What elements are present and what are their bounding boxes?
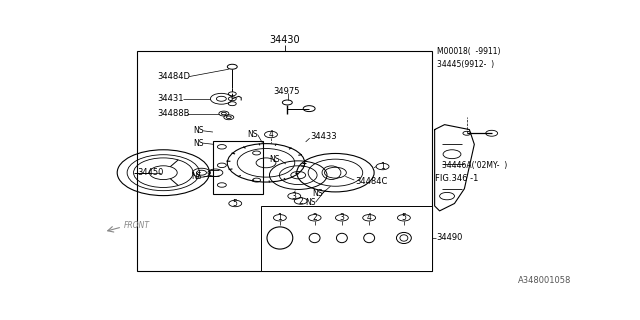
Text: 34433: 34433 — [310, 132, 337, 141]
Text: 34431: 34431 — [157, 94, 184, 103]
Text: 34484C: 34484C — [355, 177, 388, 186]
Text: 4: 4 — [269, 130, 273, 139]
Text: 3: 3 — [339, 213, 344, 222]
Text: 1: 1 — [380, 162, 385, 171]
Text: NS: NS — [193, 126, 204, 135]
Text: 34446A('02MY-  ): 34446A('02MY- ) — [442, 161, 508, 170]
Bar — [137, 51, 432, 271]
Bar — [261, 206, 432, 271]
Text: NS: NS — [193, 139, 204, 148]
Text: 5: 5 — [401, 213, 406, 222]
Text: 4: 4 — [367, 213, 372, 222]
Text: 34445(9912-  ): 34445(9912- ) — [437, 60, 494, 69]
Text: 2: 2 — [312, 213, 317, 222]
Text: 5: 5 — [233, 199, 237, 208]
Text: 34430: 34430 — [269, 35, 300, 44]
Bar — [213, 141, 262, 194]
Text: FRONT: FRONT — [124, 221, 150, 230]
Text: 1: 1 — [278, 213, 282, 222]
Text: 34484D: 34484D — [157, 72, 190, 81]
Text: NS: NS — [306, 198, 316, 207]
Text: M00018(  -9911): M00018( -9911) — [437, 47, 500, 56]
Text: 3: 3 — [292, 192, 297, 201]
Text: 34450: 34450 — [137, 168, 163, 177]
Text: FIG.346 -1: FIG.346 -1 — [435, 174, 478, 183]
Text: 34490: 34490 — [436, 234, 463, 243]
Text: NS: NS — [191, 172, 202, 181]
Text: NS: NS — [248, 130, 258, 139]
Text: A348001058: A348001058 — [518, 276, 571, 285]
Text: NS: NS — [312, 189, 323, 198]
Text: 2: 2 — [298, 196, 303, 205]
Text: 34975: 34975 — [273, 87, 300, 96]
Text: 34488B: 34488B — [157, 109, 189, 118]
Text: NS: NS — [269, 155, 280, 164]
